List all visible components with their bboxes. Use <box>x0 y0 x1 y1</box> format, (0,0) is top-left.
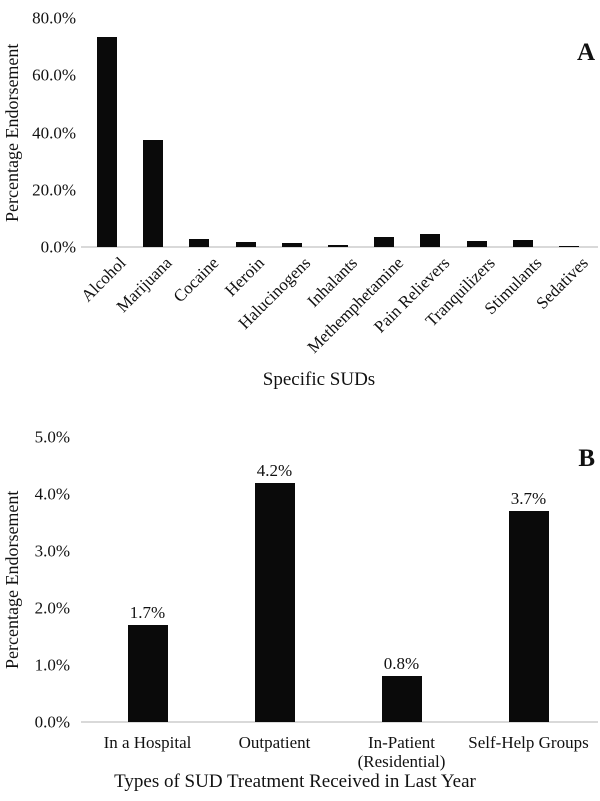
y-tick-label: 80.0% <box>32 8 76 28</box>
bar-value-label: 1.7% <box>129 603 166 623</box>
bar-slot <box>130 18 176 247</box>
bar-inhalants <box>328 245 349 247</box>
bar-slot <box>84 18 130 247</box>
x-category-label: In-Patient (Residential) <box>357 733 446 771</box>
y-tick-label: 0.0% <box>40 237 76 257</box>
x-axis-category-labels: In a Hospital Outpatient In-Patient (Resid… <box>84 733 592 771</box>
bar-sedatives <box>558 245 579 247</box>
bar-marijuana <box>143 139 164 247</box>
bar-in-patient-residential <box>381 676 422 722</box>
y-tick-label: 20.0% <box>32 180 76 200</box>
bar-halucinogens <box>281 242 302 247</box>
bar-methemphetamine <box>374 237 395 247</box>
y-tick-label: 2.0% <box>34 598 70 618</box>
bar-slot <box>315 18 361 247</box>
plot-area <box>81 18 598 248</box>
bar-stimulants <box>512 240 533 247</box>
y-tick-label: 60.0% <box>32 65 76 85</box>
x-category-label: Self-Help Groups <box>468 733 589 752</box>
chart-panel-b: Percentage Endorsement 5.0% 4.0% 3.0% 2.0% 1… <box>0 400 600 801</box>
chart-panel-a: Percentage Endorsement 80.0% 60.0% 40.0% 20… <box>0 0 600 400</box>
bar-alcohol <box>97 37 118 247</box>
bar-slot: 0.8% <box>338 437 465 722</box>
y-axis-tick-labels: 5.0% 4.0% 3.0% 2.0% 1.0% 0.0% <box>0 429 70 731</box>
x-axis-title: Specific SUDs <box>262 369 376 390</box>
bar-value-label: 4.2% <box>256 460 293 480</box>
x-category-label: Outpatient <box>238 733 311 752</box>
bar-series: 1.7% 4.2% 0.8% 3.7% <box>84 437 592 722</box>
bar-self-help-groups <box>508 511 549 722</box>
bar-slot: 3.7% <box>465 437 592 722</box>
bar-slot: 4.2% <box>211 437 338 722</box>
bar-slot <box>546 18 592 247</box>
bar-slot <box>500 18 546 247</box>
bar-in-a-hospital <box>127 625 168 722</box>
bar-outpatient <box>254 482 295 722</box>
plot-area: 1.7% 4.2% 0.8% 3.7% <box>81 437 598 723</box>
bar-slot <box>454 18 500 247</box>
y-tick-label: 5.0% <box>34 427 70 447</box>
bar-slot <box>176 18 222 247</box>
panel-letter-a: A <box>576 39 595 66</box>
bar-slot <box>361 18 407 247</box>
bar-heroin <box>235 242 256 247</box>
x-category-label: In a Hospital <box>103 733 192 752</box>
bar-slot: 1.7% <box>84 437 211 722</box>
bar-series <box>84 18 592 247</box>
bar-tranquilizers <box>466 240 487 247</box>
bar-value-label: 0.8% <box>383 654 420 674</box>
panel-letter-b: B <box>578 445 595 472</box>
y-tick-label: 3.0% <box>34 541 70 561</box>
y-tick-label: 4.0% <box>34 484 70 504</box>
x-axis-line <box>81 721 598 723</box>
x-axis-category-labels: Alcohol Marijuana Cocaine Heroin Halucinogen… <box>78 252 592 382</box>
bar-slot <box>407 18 453 247</box>
bar-value-label: 3.7% <box>510 489 547 509</box>
x-category-label: Cocaine <box>169 253 223 307</box>
bar-pain-relievers <box>420 234 441 247</box>
x-axis-title: Types of SUD Treatment Received in Last … <box>114 771 476 792</box>
y-tick-label: 0.0% <box>34 712 70 732</box>
y-tick-label: 1.0% <box>34 655 70 675</box>
bar-slot <box>223 18 269 247</box>
x-axis-line <box>81 246 598 248</box>
bar-slot <box>269 18 315 247</box>
y-axis-tick-labels: 80.0% 60.0% 40.0% 20.0% 0.0% <box>0 10 76 256</box>
y-tick-label: 40.0% <box>32 123 76 142</box>
bar-cocaine <box>189 238 210 247</box>
